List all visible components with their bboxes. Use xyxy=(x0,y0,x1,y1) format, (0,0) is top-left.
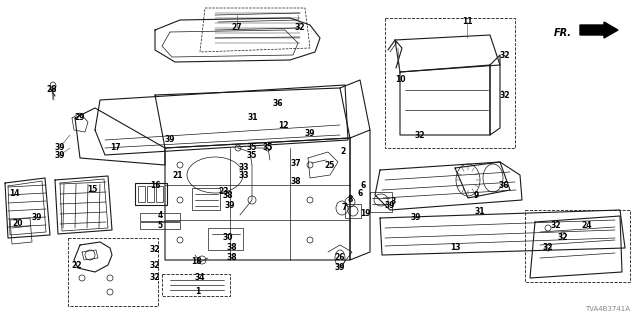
Text: 32: 32 xyxy=(500,51,510,60)
Text: 35: 35 xyxy=(247,143,257,153)
Text: 32: 32 xyxy=(150,245,160,254)
Text: 3: 3 xyxy=(390,196,396,205)
Text: 39: 39 xyxy=(55,142,65,151)
Text: 24: 24 xyxy=(582,220,592,229)
Text: 7: 7 xyxy=(341,203,347,212)
Text: 32: 32 xyxy=(150,260,160,269)
Text: 29: 29 xyxy=(75,114,85,123)
Text: 32: 32 xyxy=(543,244,553,252)
Text: 32: 32 xyxy=(295,22,305,31)
Text: 39: 39 xyxy=(385,201,396,210)
Text: 39: 39 xyxy=(55,150,65,159)
Bar xyxy=(192,188,220,210)
Text: 37: 37 xyxy=(291,158,301,167)
Text: 38: 38 xyxy=(227,253,237,262)
Bar xyxy=(68,238,158,306)
Bar xyxy=(135,183,167,205)
Text: 11: 11 xyxy=(461,18,472,27)
Text: 33: 33 xyxy=(239,171,249,180)
FancyArrow shape xyxy=(580,22,618,38)
Text: 6: 6 xyxy=(360,180,365,189)
Text: FR.: FR. xyxy=(554,28,572,38)
Text: 31: 31 xyxy=(475,207,485,217)
Text: 2: 2 xyxy=(340,148,346,156)
Text: 4: 4 xyxy=(157,211,163,220)
Text: 25: 25 xyxy=(325,161,335,170)
Text: 38: 38 xyxy=(291,178,301,187)
Bar xyxy=(162,274,230,296)
Text: 36: 36 xyxy=(273,100,284,108)
Text: 32: 32 xyxy=(500,91,510,100)
Text: 22: 22 xyxy=(72,260,83,269)
Text: 31: 31 xyxy=(248,114,259,123)
Text: 9: 9 xyxy=(474,191,479,201)
Bar xyxy=(156,186,163,202)
Text: 12: 12 xyxy=(278,121,288,130)
Text: 30: 30 xyxy=(223,233,233,242)
Text: 34: 34 xyxy=(195,274,205,283)
Text: 32: 32 xyxy=(415,131,425,140)
Text: 32: 32 xyxy=(551,220,561,229)
Text: 28: 28 xyxy=(47,85,58,94)
Bar xyxy=(140,222,180,229)
Text: 21: 21 xyxy=(173,171,183,180)
Text: 39: 39 xyxy=(32,213,42,222)
Text: 35: 35 xyxy=(263,143,273,153)
Text: 19: 19 xyxy=(360,209,371,218)
Bar xyxy=(138,186,145,202)
Text: 17: 17 xyxy=(109,142,120,151)
Bar xyxy=(370,192,392,212)
Text: 39: 39 xyxy=(335,263,345,273)
Text: 38: 38 xyxy=(223,190,234,199)
Text: 23: 23 xyxy=(219,188,229,196)
Text: 10: 10 xyxy=(395,76,405,84)
Text: 33: 33 xyxy=(239,164,249,172)
Bar xyxy=(345,204,361,218)
Text: 26: 26 xyxy=(335,253,345,262)
Text: 39: 39 xyxy=(225,201,236,210)
Bar xyxy=(140,213,180,221)
Text: 5: 5 xyxy=(157,220,163,229)
Bar xyxy=(385,18,515,148)
Text: 1: 1 xyxy=(195,286,200,295)
Text: 32: 32 xyxy=(150,274,160,283)
Text: 39: 39 xyxy=(164,135,175,145)
Text: 8: 8 xyxy=(348,196,353,204)
Text: 38: 38 xyxy=(227,244,237,252)
Text: 39: 39 xyxy=(411,213,421,222)
Text: 13: 13 xyxy=(450,244,460,252)
Text: 18: 18 xyxy=(191,258,202,267)
Text: 36: 36 xyxy=(499,180,509,189)
Text: 20: 20 xyxy=(13,220,23,228)
Bar xyxy=(147,186,154,202)
Text: 27: 27 xyxy=(232,22,243,31)
Text: 6: 6 xyxy=(357,189,363,198)
Bar xyxy=(525,210,630,282)
Text: 15: 15 xyxy=(87,185,97,194)
Text: 32: 32 xyxy=(557,234,568,243)
Text: 16: 16 xyxy=(150,180,160,189)
Text: 39: 39 xyxy=(305,129,316,138)
Text: TVA4B3741A: TVA4B3741A xyxy=(585,306,630,312)
Text: 14: 14 xyxy=(9,188,19,197)
Bar xyxy=(208,228,243,250)
Text: 35: 35 xyxy=(247,150,257,159)
